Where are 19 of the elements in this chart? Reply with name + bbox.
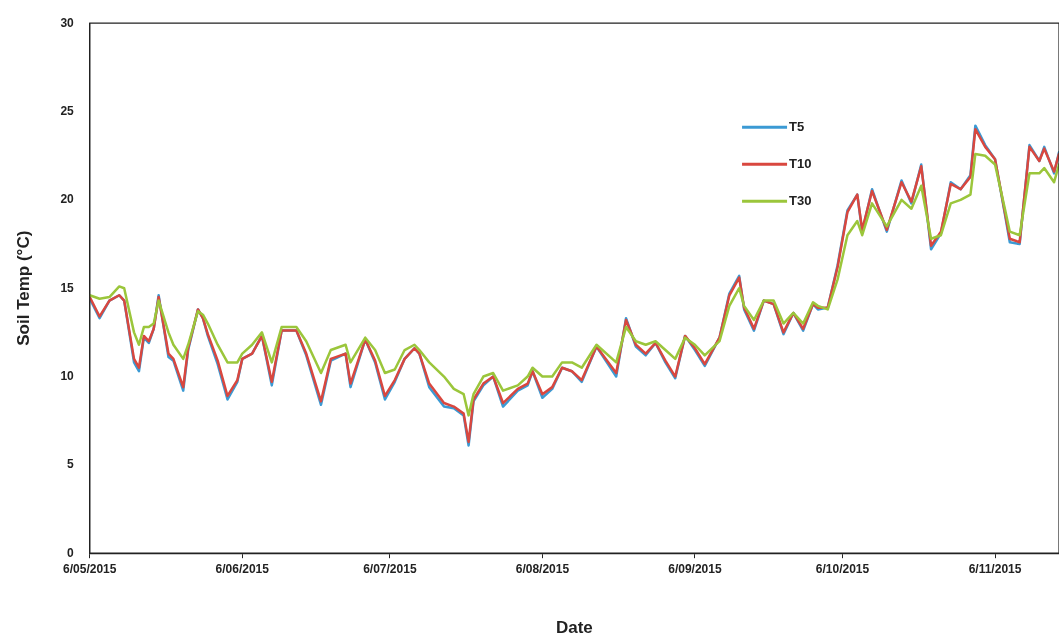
x-tick-label: 6/09/2015 xyxy=(668,561,722,576)
x-tick-label: 6/08/2015 xyxy=(515,561,570,576)
y-tick-label: 10 xyxy=(60,368,75,383)
x-tick-label: 6/05/2015 xyxy=(63,561,117,576)
x-tick-label: 6/11/2015 xyxy=(968,561,1022,576)
y-tick-label: 15 xyxy=(60,280,75,295)
y-tick-label: 20 xyxy=(60,192,75,207)
y-axis-title: Soil Temp (°C) xyxy=(13,230,33,346)
legend-label: T5 xyxy=(789,118,805,134)
legend-label: T30 xyxy=(789,192,812,208)
x-axis-title: Date xyxy=(555,618,593,638)
x-tick-label: 6/07/2015 xyxy=(363,561,417,576)
y-tick-label: 0 xyxy=(67,545,75,560)
y-tick-label: 30 xyxy=(60,15,75,30)
y-tick-label: 25 xyxy=(60,103,75,118)
x-tick-label: 6/06/2015 xyxy=(215,561,270,576)
legend-label: T10 xyxy=(789,155,812,171)
x-tick-label: 6/10/2015 xyxy=(815,561,870,576)
y-tick-label: 5 xyxy=(67,457,75,472)
